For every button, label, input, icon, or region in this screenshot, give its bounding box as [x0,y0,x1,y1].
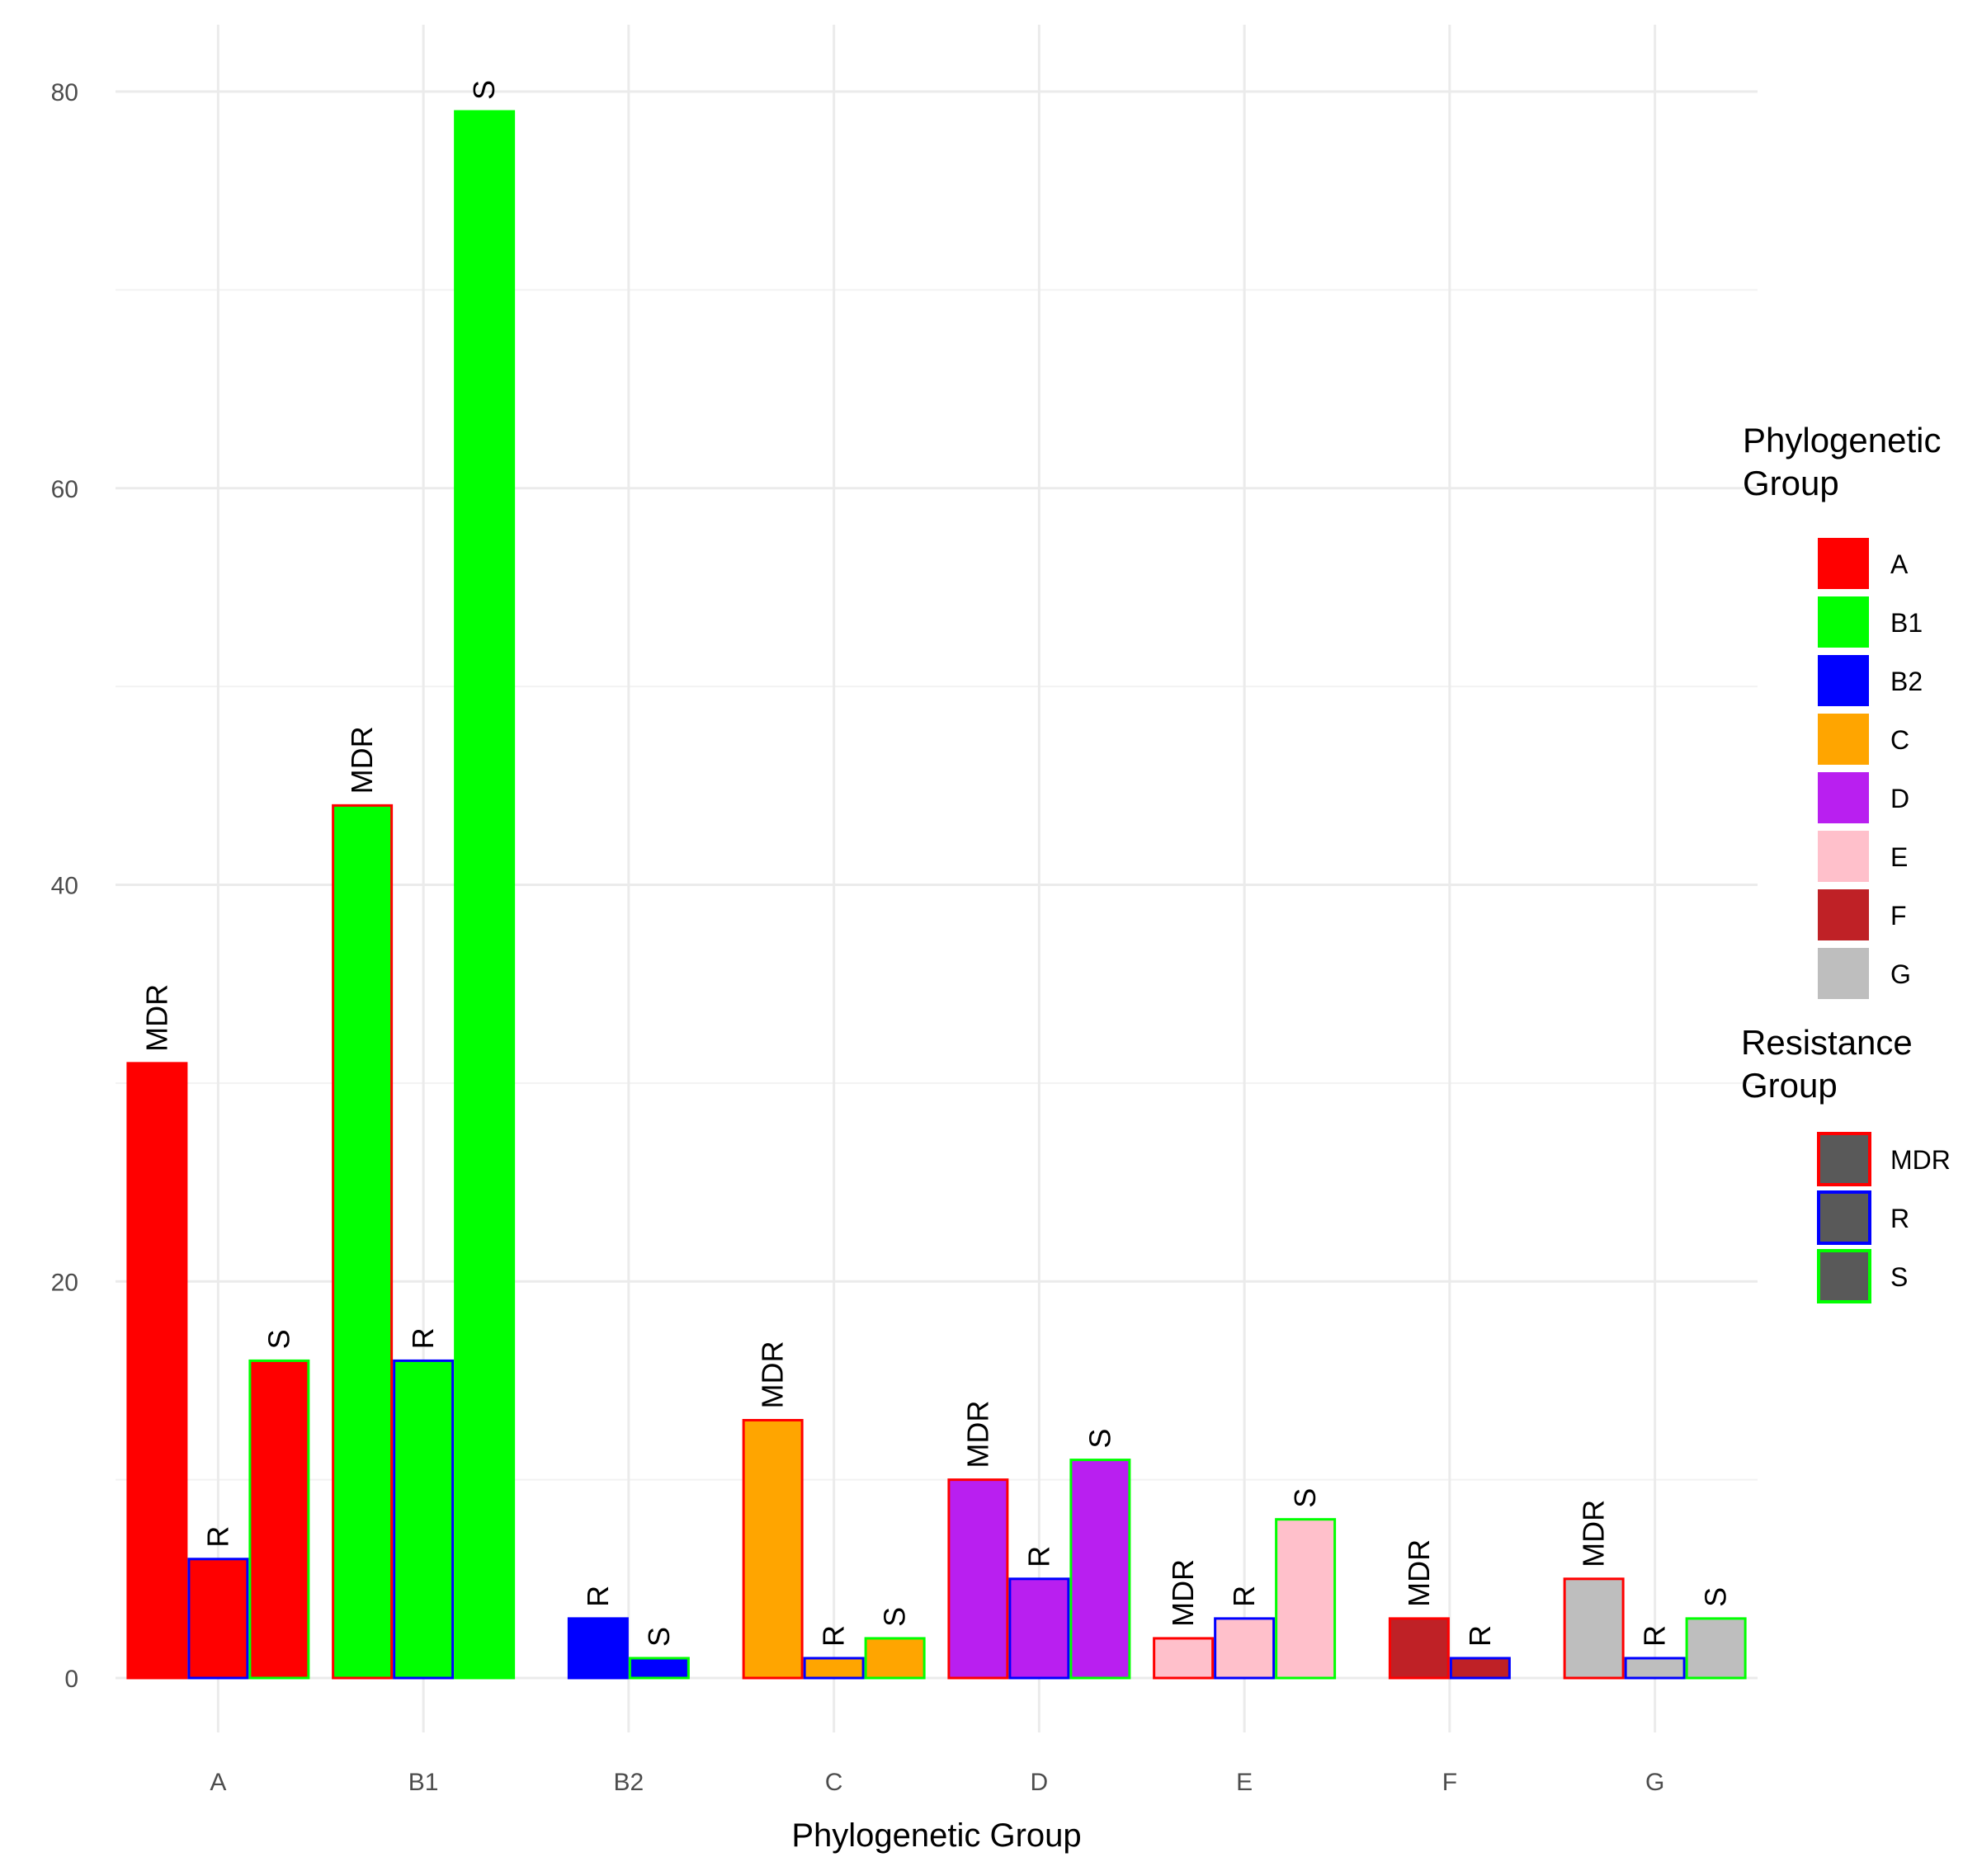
legend-outline-key [1817,1190,1871,1245]
legend-fill-label: E [1890,842,1908,872]
bar-label: R [1463,1625,1497,1647]
bar-label: S [1699,1587,1733,1607]
x-tick-label: B1 [408,1769,439,1796]
bar [803,1657,865,1680]
bar [1685,1617,1747,1680]
bar [332,804,394,1680]
bar-label: S [262,1329,295,1349]
bar-label: S [1083,1429,1116,1449]
bar-label: MDR [1577,1500,1611,1567]
legend-fill-key [1818,714,1869,765]
bar [1388,1617,1450,1680]
legend-outline-key [1817,1132,1871,1186]
bar [1214,1617,1276,1680]
legend-fill-label: A [1890,549,1909,579]
legend-fill-key [1818,772,1869,823]
bar-labels: MDR R S MDR R S R S MDR R S MDR R S MDR R S MDR R MDR R S [139,80,1732,1647]
bar-label: S [467,80,501,100]
bar-label: R [406,1327,440,1349]
bar-label: MDR [960,1401,994,1468]
legend-fill-label: B2 [1890,667,1923,696]
bar-label: R [201,1526,234,1548]
bar-label: S [878,1607,912,1627]
bar-label: R [1638,1625,1672,1647]
legend-fill-key [1818,596,1869,648]
bar-label: MDR [345,726,379,794]
bar [1153,1637,1215,1680]
bar-label: MDR [1166,1559,1200,1627]
x-tick-label: A [210,1769,226,1796]
x-tick-label: C [825,1769,843,1796]
bar [947,1478,1009,1680]
bar [628,1657,690,1680]
bar [126,1062,188,1680]
legend-fill-key [1818,538,1869,589]
x-tick-label: E [1236,1769,1253,1796]
legend-outline-label: S [1890,1262,1908,1292]
bar [1275,1518,1337,1680]
bar-label: R [1227,1586,1261,1607]
bar-label: MDR [139,984,173,1052]
bar [1449,1657,1511,1680]
bar-label: R [817,1625,851,1647]
y-tick-label: 0 [64,1666,78,1693]
bar [248,1359,310,1680]
bar [1624,1657,1686,1680]
x-tick-label: F [1442,1769,1457,1796]
y-tick-label: 80 [51,79,78,106]
bar [864,1637,926,1680]
legend-fill-key [1818,889,1869,940]
bar [742,1419,804,1680]
legend-fill-title: Group [1743,464,1839,502]
legend-fill-label: C [1890,725,1909,755]
legend-fill-label: F [1890,901,1907,931]
legend-fill-label: B1 [1890,608,1923,638]
y-tick-label: 20 [51,1269,78,1296]
legend-outline-label: MDR [1890,1145,1951,1175]
bar [1008,1577,1070,1680]
y-axis: 0 20 40 60 80 [51,79,78,1693]
x-axis-title: Phylogenetic Group [791,1817,1081,1854]
bar-label: R [581,1586,615,1607]
bars [126,110,1747,1680]
bar [1563,1577,1625,1680]
x-tick-label: G [1645,1769,1664,1796]
bar-label: R [1022,1546,1055,1567]
legend-outline-label: R [1890,1204,1909,1233]
x-tick-label: B2 [614,1769,644,1796]
bar-label: MDR [1402,1539,1436,1607]
legend-fill-key [1818,948,1869,999]
legend-outline-title: Resistance [1741,1023,1913,1062]
bar [454,110,516,1680]
legend-fill-key [1818,655,1869,706]
legend-outline-key [1817,1249,1871,1303]
bar-label: S [642,1627,676,1647]
legend-fill-key [1818,831,1869,882]
bar [393,1359,455,1680]
x-tick-label: D [1031,1769,1049,1796]
legend-fill-label: D [1890,784,1909,813]
x-axis: A B1 B2 C D E F G [210,1769,1664,1796]
bar-label: S [1288,1488,1322,1508]
legend-fill-title: Phylogenetic [1743,421,1942,460]
y-tick-label: 60 [51,476,78,503]
bar [1069,1459,1131,1680]
bar [187,1558,249,1680]
bar [567,1617,629,1680]
y-tick-label: 40 [51,873,78,900]
bar-label: MDR [756,1341,790,1409]
legend-outline-title: Group [1741,1066,1838,1105]
legend-fill-label: G [1890,959,1911,989]
